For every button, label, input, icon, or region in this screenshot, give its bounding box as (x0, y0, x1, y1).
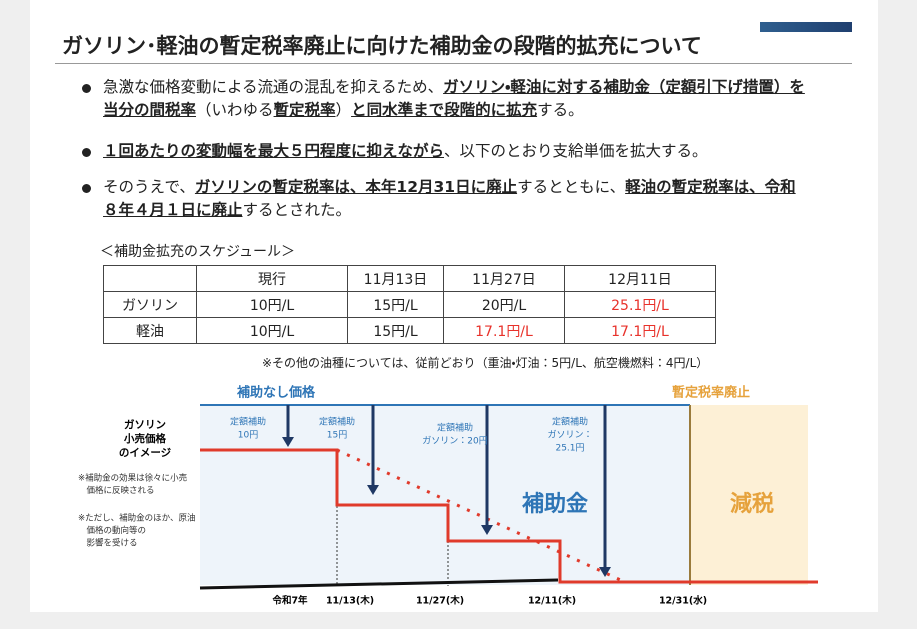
bullet-text: 急激な価格変動による流通の混乱を抑えるため、ガソリン・軽油に対する補助金（定額引… (103, 76, 808, 122)
title: ガソリン･軽油の暫定税率廃止に向けた補助金の段階的拡充について (62, 34, 702, 58)
emphasis: ガソリン・軽油に対する補助金（定額引下げ措置）を当分の間税率 (103, 78, 805, 119)
step-label: ガソリン： (547, 430, 592, 441)
side-note: 価格の動向等の (78, 525, 146, 536)
abolition-label: 暫定税率廃止 (672, 385, 750, 401)
side-note: ※ただし、補助金のほか、原油 (78, 513, 195, 524)
corner-cell (103, 265, 197, 292)
table-cell: 15円/L (347, 317, 444, 344)
emphasis: 暫定税率 (273, 101, 336, 119)
emphasis: 軽油の暫定税率は、令和８年４月１日に廃止 (103, 178, 796, 219)
text: するとされた。 (242, 201, 352, 219)
side-note: 価格に反映される (78, 485, 155, 496)
table-row: 軽油 10円/L 15円/L 17.1円/L 17.1円/L (103, 317, 716, 344)
bullet-dot (82, 184, 91, 193)
date-label: 11/13(木) (326, 595, 374, 607)
step-label: 定額補助 (319, 416, 355, 428)
text: そのうえで、 (103, 178, 195, 196)
row-label: ガソリン (103, 291, 197, 318)
trend-line (336, 448, 626, 584)
bullet-text: １回あたりの変動幅を最大５円程度に抑えながら、以下のとおり支給単価を拡大する。 (103, 140, 808, 163)
text: ） (335, 101, 352, 119)
bullet-dot (82, 148, 91, 157)
table-cell: 17.1円/L (443, 317, 565, 344)
header-cell: 12月11日 (564, 265, 716, 292)
text: 、以下のとおり支給単価を拡大する。 (444, 142, 708, 160)
text: するとともに、 (517, 178, 626, 196)
step-label: ガソリン：20円 (422, 436, 487, 447)
subsidy-label: 補助金 (522, 492, 588, 517)
tax-cut-area (690, 405, 808, 585)
emphasis: ガソリンの暫定税率は、本年12月31日に廃止 (194, 178, 518, 196)
no-subsidy-label: 補助なし価格 (237, 385, 316, 401)
side-title: 小売価格 (123, 432, 166, 445)
step-label: 15円 (327, 430, 347, 441)
date-label: 12/31(水) (659, 595, 707, 607)
step-label: 10円 (238, 430, 258, 441)
bullet-dot (82, 84, 91, 93)
step-label: 定額補助 (437, 422, 473, 434)
baseline (199, 578, 559, 590)
table-note: ※その他の油種については、従前どおり（重油・灯油：5円/L、航空機燃料：4円/L… (262, 356, 709, 370)
accent-bar (760, 22, 852, 32)
table-row: ガソリン 10円/L 15円/L 20円/L 25.1円/L (103, 291, 716, 318)
title-rule (55, 63, 852, 64)
bullet: １回あたりの変動幅を最大５円程度に抑えながら、以下のとおり支給単価を拡大する。 (82, 140, 822, 163)
subsidy-area (200, 405, 690, 585)
date-label: 11/27(木) (416, 595, 464, 607)
tax-cut-label: 減税 (730, 491, 774, 517)
schedule-label: ＜補助金拡充のスケジュール＞ (100, 244, 296, 260)
arrow-head (282, 437, 294, 447)
date-label: 令和7年 (271, 595, 308, 607)
bullet: そのうえで、ガソリンの暫定税率は、本年12月31日に廃止するとともに、軽油の暫定… (82, 176, 822, 222)
emphasis: １回あたりの変動幅を最大５円程度に抑えながら (103, 142, 445, 160)
side-note: 影響を受ける (78, 538, 138, 549)
side-note: ※補助金の効果は徐々に小売 (78, 473, 188, 484)
bullet: 急激な価格変動による流通の混乱を抑えるため、ガソリン・軽油に対する補助金（定額引… (82, 76, 822, 122)
arrow-head (367, 485, 379, 495)
side-title: ガソリン (124, 418, 166, 431)
arrow-head (599, 567, 611, 577)
table-cell: 25.1円/L (564, 291, 716, 318)
date-label: 12/11(木) (528, 595, 576, 607)
header-row: 現行 11月13日 11月27日 12月11日 (103, 265, 716, 292)
text: 急激な価格変動による流通の混乱を抑えるため、 (103, 78, 444, 96)
text: （いわゆる (196, 101, 274, 119)
text: する。 (537, 101, 584, 119)
price-stairs (200, 448, 818, 584)
table-cell: 17.1円/L (564, 317, 716, 344)
side-title: のイメージ (119, 447, 172, 459)
emphasis: と同水準まで段階的に拡充 (351, 101, 538, 119)
step-label: 定額補助 (552, 416, 588, 428)
arrow-head (481, 525, 493, 535)
header-cell: 11月27日 (443, 265, 565, 292)
step-label: 定額補助 (230, 416, 266, 428)
bullet-text: そのうえで、ガソリンの暫定税率は、本年12月31日に廃止するとともに、軽油の暫定… (103, 176, 808, 222)
schedule-table: 現行 11月13日 11月27日 12月11日 ガソリン 10円/L 15円/L 20円/L 2… (103, 265, 716, 344)
table-cell: 10円/L (196, 317, 348, 344)
step-label: 25.1円 (555, 443, 584, 454)
